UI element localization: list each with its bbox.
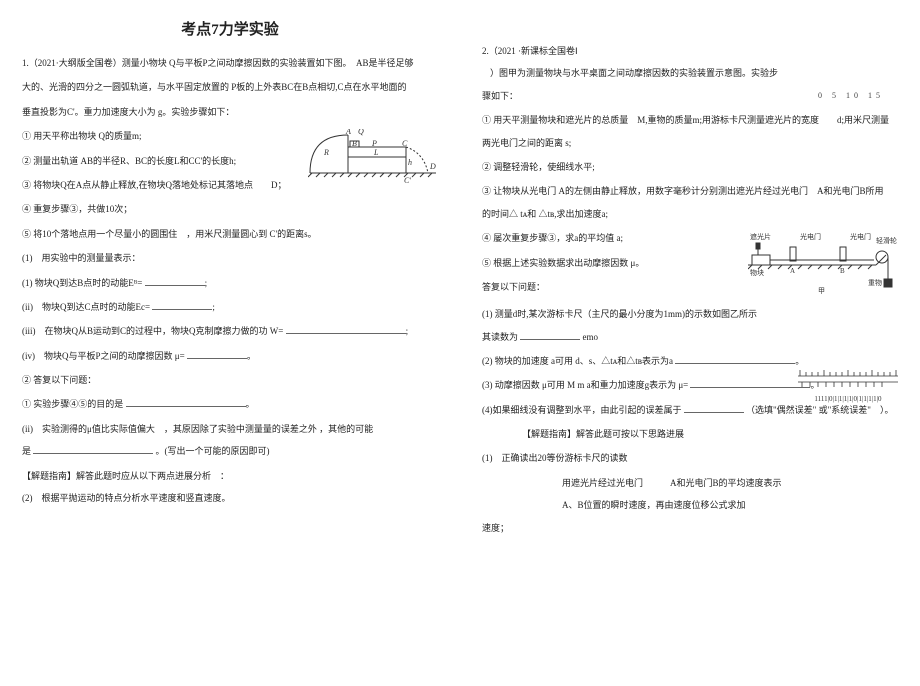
hint2-left: (2) 根据平抛运动的特点分析水平速度和竖直速度。 <box>22 491 438 505</box>
r-a1a: (1) 测量d时,某次游标卡尺（主尺的最小分度为1mm)的示数如图乙所示 <box>482 307 898 321</box>
blank-2i <box>126 397 246 407</box>
page-title: 考点7力学实验 <box>22 18 438 42</box>
svg-text:D: D <box>429 162 436 171</box>
apparatus-diagram-right: 遮光片 光电门 光电门 轻滑轮 物块 A B 重物 甲 <box>748 231 898 301</box>
hint-title-left: 【解题指南】解答此题时应从以下两点进展分析 ： <box>22 469 438 483</box>
svg-text:光电门: 光电门 <box>850 232 871 241</box>
svg-text:h: h <box>408 158 412 167</box>
svg-text:A: A <box>790 267 795 275</box>
svg-text:Q: Q <box>358 129 364 136</box>
svg-text:物块: 物块 <box>750 268 764 277</box>
item-iii: (iii) 在物块Q从B运动到C的过程中，物块Q克制摩擦力做的功 W= ; <box>22 324 438 338</box>
q2-line2: ）图甲为测量物块与水平桌面之间动摩擦因数的实验装置示意图。实验步 <box>482 66 898 80</box>
part2-i-line: ① 实验步骤④⑤的目的是 。 <box>22 397 438 411</box>
part2-ii-b: 是 <box>22 446 31 456</box>
item-iv: (iv) 物块Q与平板P之间的动摩擦因数 μ= 。 <box>22 349 438 363</box>
r-step1b: 两光电门之间的距离 s; <box>482 136 898 150</box>
svg-text:轻滑轮: 轻滑轮 <box>876 236 897 245</box>
svg-text:C: C <box>402 139 408 148</box>
r-step3b: 的时间△ tᴀ和 △tʙ,求出加速度a; <box>482 207 898 221</box>
part1: (1) 用实验中的测量量表示： <box>22 251 438 265</box>
r-step2: ② 调整轻滑轮，使细线水平; <box>482 160 898 174</box>
blank-a1 <box>520 330 580 340</box>
blank-a3 <box>690 378 810 388</box>
r-a1b: 其读数为 <box>482 332 518 342</box>
vernier-ruler: 1111|0|1|1|1|1|0|1|1|1|1|0 <box>798 368 898 406</box>
page: 考点7力学实验 1.（2021·大纲版全国卷）测量小物块 Q与平板P之间动摩擦因… <box>0 0 920 686</box>
blank-iv <box>187 349 247 359</box>
svg-text:遮光片: 遮光片 <box>750 232 771 241</box>
step5: ⑤ 将10个落地点用一个尽量小的圆围住 ，用米尺测量圆心到 C'的距离s。 <box>22 227 438 241</box>
blank-ii <box>152 300 212 310</box>
r-h2c: 速度； <box>482 521 898 535</box>
r-a1-line: 其读数为 emo <box>482 330 898 344</box>
blank-2ii <box>33 444 153 454</box>
step4: ④ 重复步骤③，共做10次； <box>22 202 438 216</box>
right-column: 2.（2021 ·新课标全国卷Ⅰ ）图甲为测量物块与水平桌面之间动摩擦因数的实验… <box>460 0 920 686</box>
r-a3a: (3) 动摩擦因数 μ可用 M m a和重力加速度g表示为 μ= <box>482 380 688 390</box>
svg-text:A: A <box>345 129 351 136</box>
ruler-marks: 1111|0|1|1|1|1|0|1|1|1|1|0 <box>798 394 898 405</box>
r-step1: ① 用天平测量物块和遮光片的总质量 M,重物的质量m;用游标卡尺测量遮光片的宽度… <box>482 113 898 127</box>
blank-i <box>145 276 205 286</box>
r-h2a: 用遮光片经过光电门 A和光电门B的平均速度表示 <box>482 476 898 490</box>
r-h2b: A、B位置的瞬时速度，再由速度位移公式求加 <box>482 498 898 512</box>
svg-text:R: R <box>323 148 329 157</box>
apparatus-diagram-left: AQ B P C R Lh C' D <box>308 129 438 199</box>
hint-title-right: 【解题指南】解答此题可按以下思路进展 <box>482 427 898 441</box>
r-a2-line: (2) 物块的加速度 a可用 d、s、△tᴀ和△tʙ表示为a 。 <box>482 354 898 368</box>
svg-text:C': C' <box>404 176 411 185</box>
q1-line2: 大的、光滑的四分之一圆弧轨道，与水平固定放置的 P板的上外表BC在B点相切,C点… <box>22 80 438 94</box>
r-a4b: （选填"偶然误差" 或"系统误差" ）。 <box>746 405 893 415</box>
q1-line3: 垂直投影为C'。重力加速度大小为 g。实验步骤如下： <box>22 105 438 119</box>
item-ii-text: (ii) 物块Q到达C点时的动能Ec= <box>22 302 150 312</box>
q2-head: 2.（2021 ·新课标全国卷Ⅰ <box>482 44 898 58</box>
svg-text:甲: 甲 <box>818 287 825 295</box>
part2-ii-c: 。(写出一个可能的原因即可) <box>156 446 270 456</box>
r-step3: ③ 让物块从光电门 A的左侧由静止释放，用数字毫秒计分别测出遮光片经过光电门 A… <box>482 184 898 198</box>
svg-text:P: P <box>371 139 377 148</box>
item-iii-text: (iii) 在物块Q从B运动到C的过程中，物块Q克制摩擦力做的功 W= <box>22 326 283 336</box>
part2: ② 答复以下问题： <box>22 373 438 387</box>
item-iv-text: (iv) 物块Q与平板P之间的动摩擦因数 μ= <box>22 351 185 361</box>
svg-text:光电门: 光电门 <box>800 232 821 241</box>
r-h1: (1) 正确读出20等份游标卡尺的读数 <box>482 451 898 465</box>
scale-numbers: 0 5 10 15 <box>818 90 884 103</box>
blank-a2 <box>675 354 795 364</box>
item-i: (1) 物块Q到达B点时的动能Eᴮ= ; <box>22 276 438 290</box>
blank-a4 <box>684 403 744 413</box>
svg-text:重物: 重物 <box>868 278 882 287</box>
r-a4a: (4)如果细线没有调整到水平，由此引起的误差属于 <box>482 405 682 415</box>
svg-text:L: L <box>373 148 379 157</box>
item-i-text: (1) 物块Q到达B点时的动能Eᴮ= <box>22 278 142 288</box>
item-ii: (ii) 物块Q到达C点时的动能Ec= ; <box>22 300 438 314</box>
part2-ii-a: (ii) 实验测得的μ值比实际值偏大 ，其原因除了实验中测量量的误差之外 ，其他… <box>22 422 438 436</box>
r-a1c: emo <box>583 332 599 342</box>
part2-i: ① 实验步骤④⑤的目的是 <box>22 399 123 409</box>
part2-ii-line: 是 。(写出一个可能的原因即可) <box>22 444 438 458</box>
r-a2a: (2) 物块的加速度 a可用 d、s、△tᴀ和△tʙ表示为a <box>482 356 673 366</box>
blank-iii <box>286 324 406 334</box>
svg-text:B: B <box>352 139 357 148</box>
left-column: 考点7力学实验 1.（2021·大纲版全国卷）测量小物块 Q与平板P之间动摩擦因… <box>0 0 460 686</box>
q1-head: 1.（2021·大纲版全国卷）测量小物块 Q与平板P之间动摩擦因数的实验装置如下… <box>22 56 438 70</box>
svg-text:B: B <box>840 267 845 275</box>
